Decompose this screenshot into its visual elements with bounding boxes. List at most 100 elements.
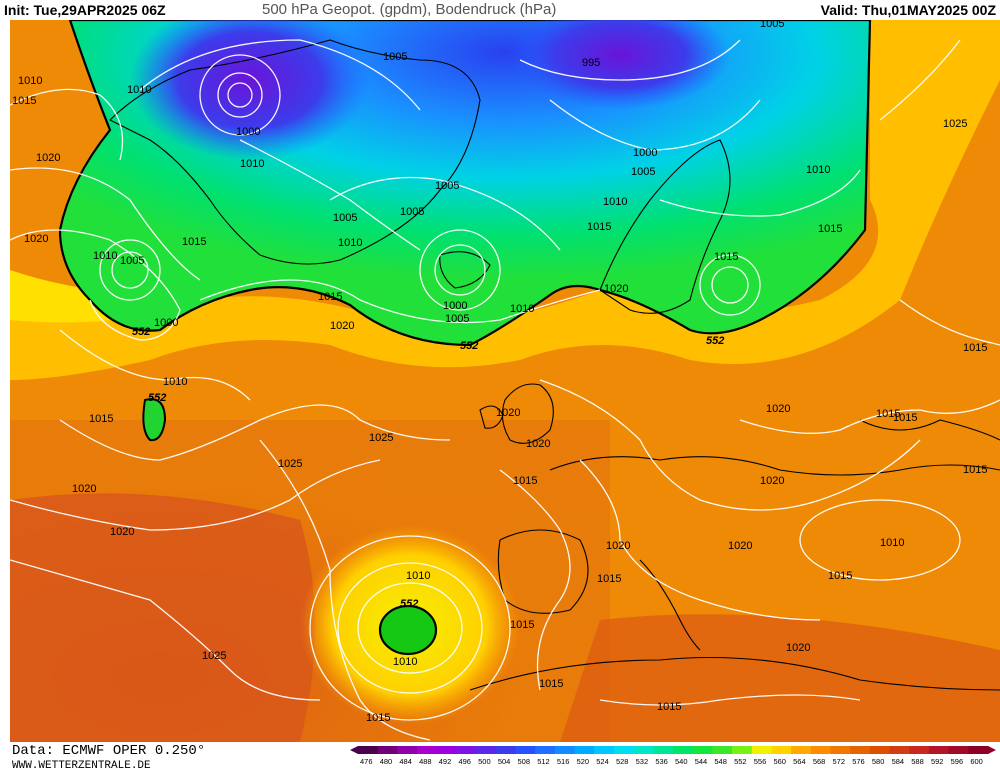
isobar-label: 1015 (587, 221, 611, 233)
colorbar-swatch (830, 746, 851, 754)
init-time: Init: Tue,29APR2025 06Z (4, 2, 166, 18)
blob-552-west (142, 398, 167, 442)
isobar-label: 1000 (443, 300, 467, 312)
colorbar-tick-label: 560 (773, 757, 786, 766)
isobar-label: 1020 (330, 320, 354, 332)
isobar-label: 1015 (963, 464, 987, 476)
colorbar-tick-label: 516 (557, 757, 570, 766)
colorbar-swatch (377, 746, 398, 754)
isobar-label: 1000 (154, 317, 178, 329)
colorbar-tick-label: 528 (616, 757, 629, 766)
colorbar-tick-label: 512 (537, 757, 550, 766)
geopot-label: 552 (148, 392, 166, 404)
colorbar-tick-label: 500 (478, 757, 491, 766)
isobar-label: 1010 (127, 84, 151, 96)
colorbar-tick-label: 576 (852, 757, 865, 766)
colorbar-tick-label: 524 (596, 757, 609, 766)
colorbar-tick-label: 484 (399, 757, 412, 766)
isobar-label: 1015 (89, 413, 113, 425)
isobar-label: 1015 (818, 223, 842, 235)
colorbar-swatch (358, 746, 379, 754)
isobar-label: 1015 (597, 573, 621, 585)
scandinavia-coast (599, 139, 731, 314)
isobar-label: 1005 (631, 166, 655, 178)
colorbar-swatch (850, 746, 871, 754)
isobar-label: 1015 (893, 412, 917, 424)
colorbar-tick-label: 544 (695, 757, 708, 766)
colorbar-swatch (495, 746, 516, 754)
iceland-coast (439, 251, 491, 289)
colorbar-swatch (751, 746, 772, 754)
colorbar-tick-label: 564 (793, 757, 806, 766)
colorbar-tick-label: 592 (931, 757, 944, 766)
colorbar-swatch (909, 746, 930, 754)
isobar-label: 1010 (406, 570, 430, 582)
pressure-labels: 1010 1015 1020 1020 1010 1005 1015 1000 … (12, 20, 987, 724)
colorbar-swatch (574, 746, 595, 754)
colorbar-tick-label: 548 (714, 757, 727, 766)
isobar-label: 995 (582, 57, 600, 69)
colorbar-tick-label: 504 (498, 757, 511, 766)
isobar-label: 1010 (338, 237, 362, 249)
colorbar-swatch (436, 746, 457, 754)
black-sea-coast (859, 419, 1000, 441)
geopot-label: 552 (706, 335, 724, 347)
isobar-label: 1010 (880, 537, 904, 549)
color-scale: 476 480 484 488 492 496 500 504 508 512 516 520 524 5… (350, 746, 996, 766)
isobar-label: 1005 (383, 51, 407, 63)
colorbar-swatch (810, 746, 831, 754)
isobar-label: 1015 (12, 95, 36, 107)
isobar-label: 1020 (766, 403, 790, 415)
isobar-label: 1025 (943, 118, 967, 130)
isobar-label: 1015 (366, 712, 390, 724)
map-header: Init: Tue,29APR2025 06Z 500 hPa Geopot. … (0, 0, 1000, 22)
isobar-label: 1010 (163, 376, 187, 388)
colorbar-swatch (968, 746, 989, 754)
colorbar-swatch (613, 746, 635, 754)
geopot-label: 552 (460, 340, 478, 352)
isobar-label: 1005 (445, 313, 469, 325)
isobar-label: 1000 (633, 147, 657, 159)
colorbar-tick-label: 532 (636, 757, 649, 766)
geopot-label: 552 (132, 326, 150, 338)
coastlines (109, 39, 1000, 691)
colorbar-swatch (712, 746, 733, 754)
colorbar-tick-label: 552 (734, 757, 747, 766)
isobar-label: 1015 (513, 475, 537, 487)
geopot-label: 552 (400, 598, 418, 610)
british-isles-coast (501, 383, 554, 444)
colorbar-swatch (515, 746, 536, 754)
colorbar-swatch (673, 746, 694, 754)
isobar-label: 1015 (510, 619, 534, 631)
colorbar-swatch (417, 746, 438, 754)
valid-time: Valid: Thu,01MAY2025 00Z (820, 2, 996, 18)
isobar-label: 1010 (240, 158, 264, 170)
isobar-label: 1020 (604, 283, 628, 295)
isobar-label: 1020 (760, 475, 784, 487)
isobar-label: 1020 (786, 642, 810, 654)
colorbar-tick-label: 508 (518, 757, 531, 766)
isobars (10, 39, 1000, 741)
website-credit: WWW.WETTERZENTRALE.DE (12, 760, 151, 772)
iberia-coast (497, 529, 589, 614)
isobar-label: 1015 (182, 236, 206, 248)
colorbar-swatch (791, 746, 812, 754)
isobar-label: 1015 (318, 291, 342, 303)
isobar-label: 1005 (120, 255, 144, 267)
isobar-label: 1015 (828, 570, 852, 582)
colorbar-swatch (456, 746, 477, 754)
isobar-label: 1015 (876, 408, 900, 420)
yellow-band (10, 20, 1000, 380)
deep-low-greenland (130, 20, 370, 160)
isobar-label: 1010 (603, 196, 627, 208)
colorbar-tick-label: 580 (872, 757, 885, 766)
colorbar-swatch (633, 746, 654, 754)
colorbar-tick-label: 588 (911, 757, 924, 766)
colorbar-tick-label: 568 (813, 757, 826, 766)
isobar-label: 1025 (202, 650, 226, 662)
colorbar-min-arrow (350, 746, 358, 754)
deep-warm-sw (10, 493, 315, 742)
colorbar-tick-label: 520 (577, 757, 590, 766)
colorbar-swatch (948, 746, 969, 754)
colorbar-swatch (928, 746, 950, 754)
